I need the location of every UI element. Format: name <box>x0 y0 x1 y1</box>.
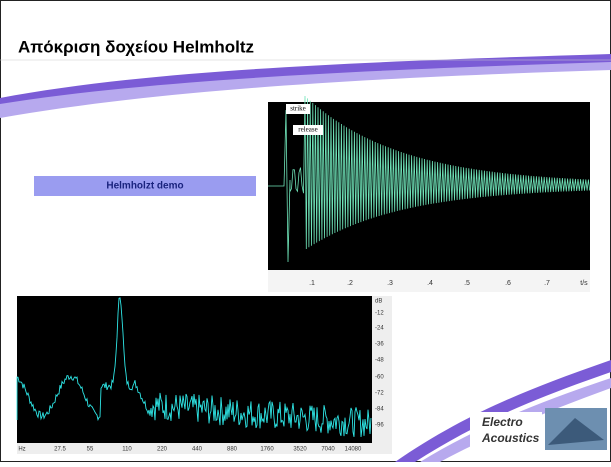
x-tick-label: Hz <box>18 447 25 453</box>
x-tick-label: 55 <box>87 447 94 453</box>
x-tick-label: .1 <box>309 280 315 287</box>
x-tick-label: 27.5 <box>54 447 66 453</box>
slide-title: Απόκριση δοχείου Helmholtz <box>18 37 254 56</box>
x-tick-label: .7 <box>544 280 550 287</box>
y-tick-label: -36 <box>375 342 384 348</box>
waveform-label: release <box>298 126 317 134</box>
y-tick-label: -84 <box>375 407 384 413</box>
y-tick-label: -72 <box>375 391 384 397</box>
y-tick-label: -60 <box>375 375 384 381</box>
x-tick-label: .3 <box>387 280 393 287</box>
logo-text: Acoustics <box>481 431 540 445</box>
logo-text: Electro <box>482 415 523 429</box>
x-tick-label: .2 <box>347 280 353 287</box>
y-tick-label: -12 <box>375 311 384 317</box>
x-tick-label: 7040 <box>321 447 335 453</box>
slide: Απόκριση δοχείου Helmholtz Helmholzt dem… <box>0 0 611 462</box>
x-tick-label: t/s <box>580 280 588 287</box>
x-tick-label: .4 <box>427 280 433 287</box>
waveform-label: strike <box>290 105 306 113</box>
page: Απόκριση δοχείου Helmholtz Helmholzt dem… <box>0 0 611 467</box>
x-tick-label: .5 <box>464 280 470 287</box>
button-label[interactable]: Helmholzt demo <box>106 181 183 192</box>
y-tick-label: -48 <box>375 358 384 364</box>
y-tick-label: -24 <box>375 326 384 332</box>
x-tick-label: .6 <box>505 280 511 287</box>
spectrum-panel <box>17 296 372 443</box>
y-tick-label: dB <box>375 299 382 305</box>
x-tick-label: 220 <box>157 447 168 453</box>
y-tick-label: -96 <box>375 423 384 429</box>
x-tick-label: 880 <box>227 447 238 453</box>
x-tick-label: 110 <box>122 447 132 453</box>
x-tick-label: 1760 <box>260 447 274 453</box>
x-tick-label: 440 <box>192 447 203 453</box>
x-tick-label: 3520 <box>293 447 307 453</box>
x-tick-label: 14080 <box>345 447 362 453</box>
